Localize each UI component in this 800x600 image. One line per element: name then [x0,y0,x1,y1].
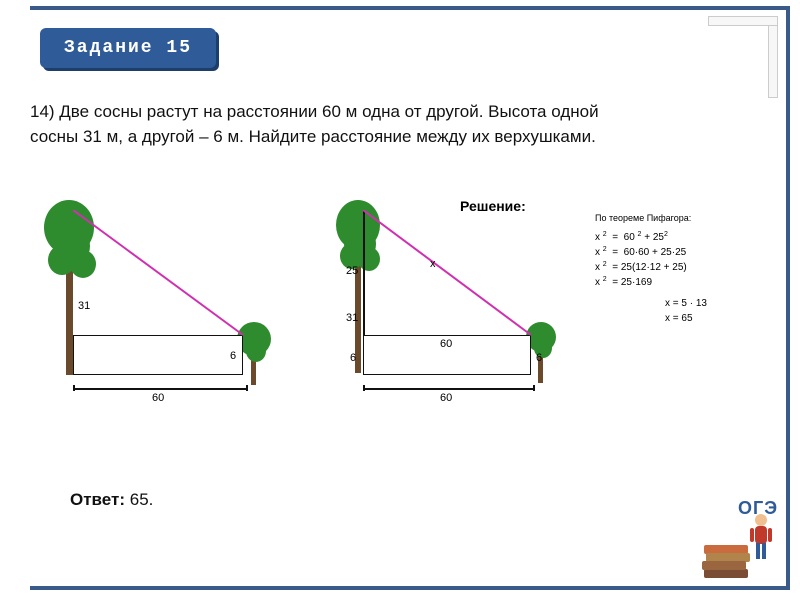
label-short-height-2: 6 [536,352,542,364]
calc-line: x 2 = 60 2 + 252 [595,230,707,245]
frame-right [786,6,790,590]
oge-logo: ОГЭ [678,498,778,578]
frame-top [30,6,790,10]
task-title-badge: Задание 15 [40,28,216,68]
diagram-given: 31 6 60 [40,210,300,410]
corner-decor [768,18,778,98]
answer-line: Ответ: 65. [70,490,153,510]
calculation-block: По теореме Пифагора: x 2 = 60 2 + 252 x … [595,212,707,326]
person-icon [748,513,774,568]
label-short-height: 6 [230,350,236,362]
answer-value: 65. [130,490,154,509]
diagram-solution: 25 x 31 6 6 60 60 [330,210,590,410]
calc-result: x = 5 · 13 [665,296,707,311]
calc-line: x 2 = 25·169 [595,275,707,290]
answer-label: Ответ: [70,490,125,509]
label-delta: 25 [346,265,358,277]
label-base-inner: 60 [440,338,452,350]
calc-result: x = 65 [665,311,707,326]
calc-heading: По теореме Пифагора: [595,212,707,226]
label-base: 60 [152,392,164,404]
label-tall-height: 31 [78,300,90,312]
calc-line: x 2 = 25(12·12 + 25) [595,260,707,275]
corner-decor [708,16,778,26]
label-short-height: 6 [350,352,356,364]
books-icon [704,546,748,578]
label-hyp: x [430,258,436,270]
label-tall-height: 31 [346,312,358,324]
calc-line: x 2 = 60·60 + 25·25 [595,245,707,260]
hypotenuse-line [330,210,590,410]
problem-text: 14) Две сосны растут на расстоянии 60 м … [30,100,650,149]
label-base-outer: 60 [440,392,452,404]
frame-bottom [30,586,790,590]
